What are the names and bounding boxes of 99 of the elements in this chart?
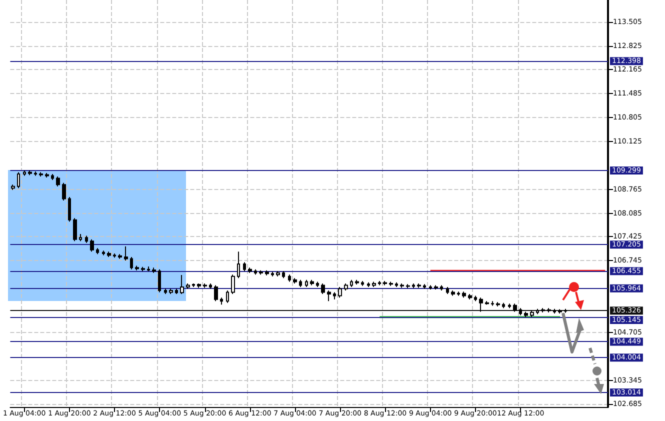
candlestick xyxy=(39,172,43,177)
candlestick xyxy=(203,282,207,288)
candlestick xyxy=(496,302,500,307)
candlestick xyxy=(423,284,426,290)
candlestick xyxy=(130,256,133,270)
candlestick xyxy=(389,281,393,286)
candlestick xyxy=(243,262,246,272)
candlestick xyxy=(333,292,336,300)
candlestick xyxy=(367,282,370,288)
candlestick xyxy=(34,171,37,176)
candlestick xyxy=(321,282,325,295)
candlestick xyxy=(271,271,274,277)
candlestick xyxy=(186,282,190,290)
candlestick xyxy=(451,290,455,296)
candlestick xyxy=(73,218,77,242)
candlestick xyxy=(107,251,111,258)
candlestick xyxy=(530,310,534,318)
candlestick xyxy=(169,288,173,295)
candlestick xyxy=(231,274,235,295)
candlestick xyxy=(56,176,60,187)
candlestick xyxy=(51,174,54,181)
candlestick xyxy=(558,308,562,314)
candlestick xyxy=(524,311,528,318)
candlestick xyxy=(85,235,88,244)
candlestick xyxy=(310,279,314,286)
candlestick xyxy=(118,254,122,260)
candlestick xyxy=(226,290,229,304)
candlestick xyxy=(259,270,263,276)
candlestick xyxy=(316,281,319,288)
candlestick xyxy=(338,286,342,298)
candlestick xyxy=(124,246,128,262)
candlestick xyxy=(254,268,257,276)
candlestick xyxy=(412,282,415,289)
candlestick xyxy=(209,282,212,290)
candlestick xyxy=(400,282,404,288)
candlestick xyxy=(446,286,449,295)
candlestick xyxy=(102,250,105,256)
candlestick xyxy=(220,297,223,306)
candlestick xyxy=(276,270,280,277)
candlestick xyxy=(62,182,66,201)
candlestick xyxy=(485,300,489,306)
candlestick xyxy=(395,282,398,288)
candlestick xyxy=(68,196,71,222)
candlestick xyxy=(355,279,359,286)
candlestick xyxy=(491,300,494,306)
candlestick xyxy=(361,280,364,286)
candlestick xyxy=(468,294,472,300)
candlestick xyxy=(175,288,178,295)
candlestick xyxy=(513,303,517,312)
candlestick xyxy=(462,291,466,298)
candlestick xyxy=(90,238,94,252)
candlestick xyxy=(11,184,15,190)
candlestick xyxy=(96,248,99,255)
candlestick xyxy=(265,270,269,276)
candlestick xyxy=(23,170,26,176)
candlestick xyxy=(305,279,308,288)
candlestick xyxy=(479,297,483,312)
candlestick xyxy=(406,284,410,289)
candlestick xyxy=(293,278,297,284)
candlestick xyxy=(79,234,82,242)
candlestick xyxy=(417,282,421,288)
candlestick xyxy=(502,302,505,309)
candlestick xyxy=(536,308,539,315)
candlestick xyxy=(547,308,551,313)
candlestick xyxy=(429,284,432,290)
candlestick xyxy=(152,267,156,274)
candlestick xyxy=(327,290,331,302)
candlestick xyxy=(564,308,567,314)
candlestick xyxy=(141,266,145,272)
candlestick xyxy=(180,274,184,295)
candlestick xyxy=(383,280,387,286)
candlestick xyxy=(248,267,252,274)
candlestick xyxy=(237,251,240,279)
candlestick xyxy=(508,303,511,309)
candlestick xyxy=(553,308,556,314)
candlestick xyxy=(113,252,116,258)
candlestick xyxy=(457,291,460,296)
candlestick xyxy=(214,284,218,302)
candlestick xyxy=(28,170,32,176)
candlestick xyxy=(344,282,348,292)
candlestick xyxy=(158,268,161,293)
candlestick xyxy=(17,172,20,189)
candlestick xyxy=(378,280,381,286)
candlestick xyxy=(147,266,150,272)
candlestick xyxy=(282,270,285,279)
candlestick xyxy=(474,295,477,302)
candlestick xyxy=(541,308,545,313)
candlestick xyxy=(45,172,49,178)
candlestick xyxy=(440,284,443,292)
candlestick xyxy=(135,265,139,271)
candlestick xyxy=(519,308,522,316)
candlestick xyxy=(288,274,291,282)
candlestick xyxy=(434,284,438,290)
candlestick xyxy=(164,288,167,295)
candlestick xyxy=(197,282,201,288)
candlestick xyxy=(299,279,302,288)
candlestick xyxy=(372,281,376,288)
candlestick xyxy=(350,279,353,288)
candlestick xyxy=(192,282,195,288)
